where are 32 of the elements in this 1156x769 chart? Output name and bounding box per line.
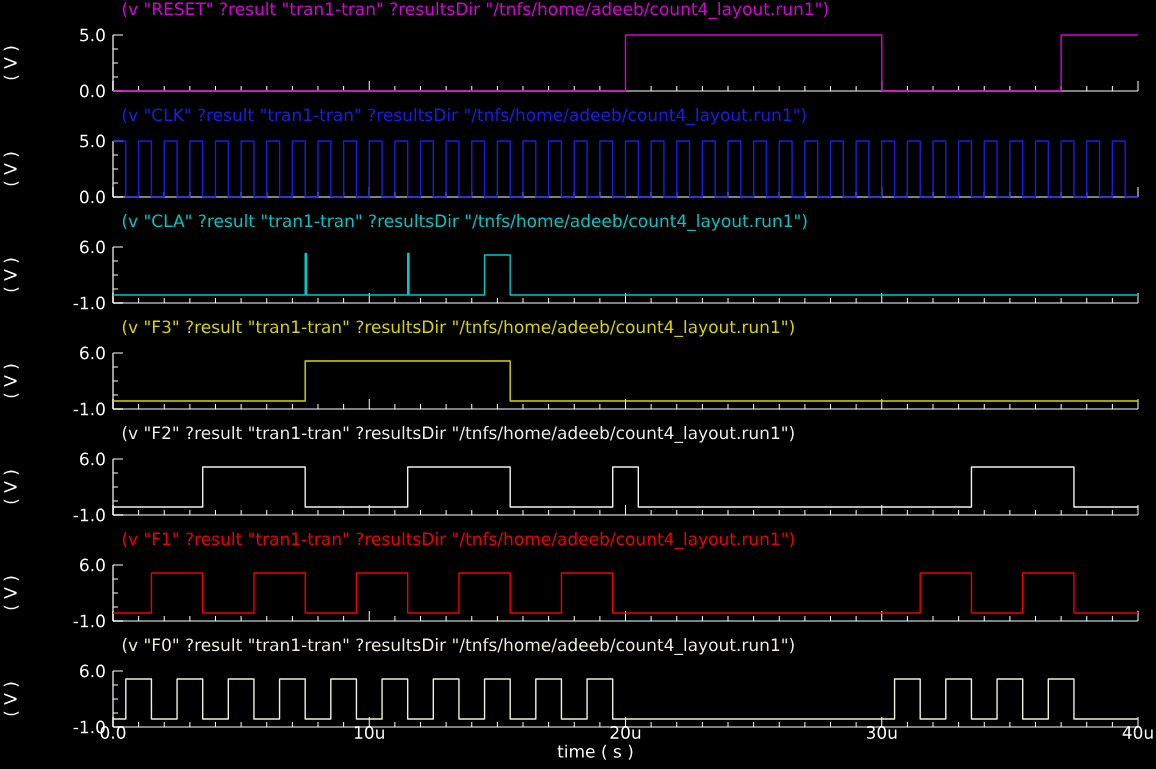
y-tick-label: 0.0 — [80, 190, 105, 204]
chart-title: (v "F1" ?result "tran1-tran" ?resultsDir "/tnfs/home/adeeb/count4_layout.run1") — [122, 532, 794, 550]
y-axis-title: ( V ) — [3, 258, 19, 292]
y-axis-title: ( V ) — [3, 364, 19, 398]
y-axis-title: ( V ) — [3, 46, 19, 80]
chart-title: (v "F3" ?result "tran1-tran" ?resultsDir "/tnfs/home/adeeb/count4_layout.run1") — [122, 320, 794, 338]
chart-title: (v "RESET" ?result "tran1-tran" ?resultsDir "/tnfs/home/adeeb/count4_layout.run1") — [122, 2, 828, 19]
y-tick-label: -1.0 — [73, 402, 105, 416]
x-tick-label: 10u — [354, 726, 384, 739]
y-tick-label: 6.0 — [80, 240, 105, 254]
y-axis-title: ( V ) — [3, 470, 19, 504]
chart-title: (v "F0" ?result "tran1-tran" ?resultsDir "/tnfs/home/adeeb/count4_layout.run1") — [122, 638, 794, 656]
y-tick-label: -1.0 — [73, 508, 105, 522]
x-tick-label: 30u — [866, 726, 897, 739]
y-axis-title: ( V ) — [3, 152, 19, 186]
y-tick-label: 6.0 — [80, 558, 105, 572]
chart-title: (v "F2" ?result "tran1-tran" ?resultsDir "/tnfs/home/adeeb/count4_layout.run1") — [122, 426, 794, 444]
y-tick-label: 6.0 — [80, 346, 105, 360]
y-tick-label: 6.0 — [80, 452, 105, 466]
y-tick-label: 6.0 — [80, 664, 105, 678]
y-tick-label: -1.0 — [73, 614, 105, 628]
x-tick-label: 40u — [1122, 726, 1153, 739]
x-tick-label: 20u — [610, 726, 641, 739]
x-axis-title: time ( s ) — [557, 744, 633, 760]
y-tick-label: -1.0 — [73, 296, 105, 310]
chart-title: (v "CLK" ?result "tran1-tran" ?resultsDir "/tnfs/home/adeeb/count4_layout.run1") — [122, 108, 806, 125]
chart-title: (v "CLA" ?result "tran1-tran" ?resultsDir "/tnfs/home/adeeb/count4_layout.run1") — [122, 214, 807, 232]
y-axis-title: ( V ) — [3, 682, 19, 716]
y-axis-title: ( V ) — [3, 576, 19, 610]
y-tick-label: 5.0 — [80, 28, 105, 42]
y-tick-label: 5.0 — [80, 134, 105, 148]
y-tick-label: 0.0 — [80, 84, 105, 98]
